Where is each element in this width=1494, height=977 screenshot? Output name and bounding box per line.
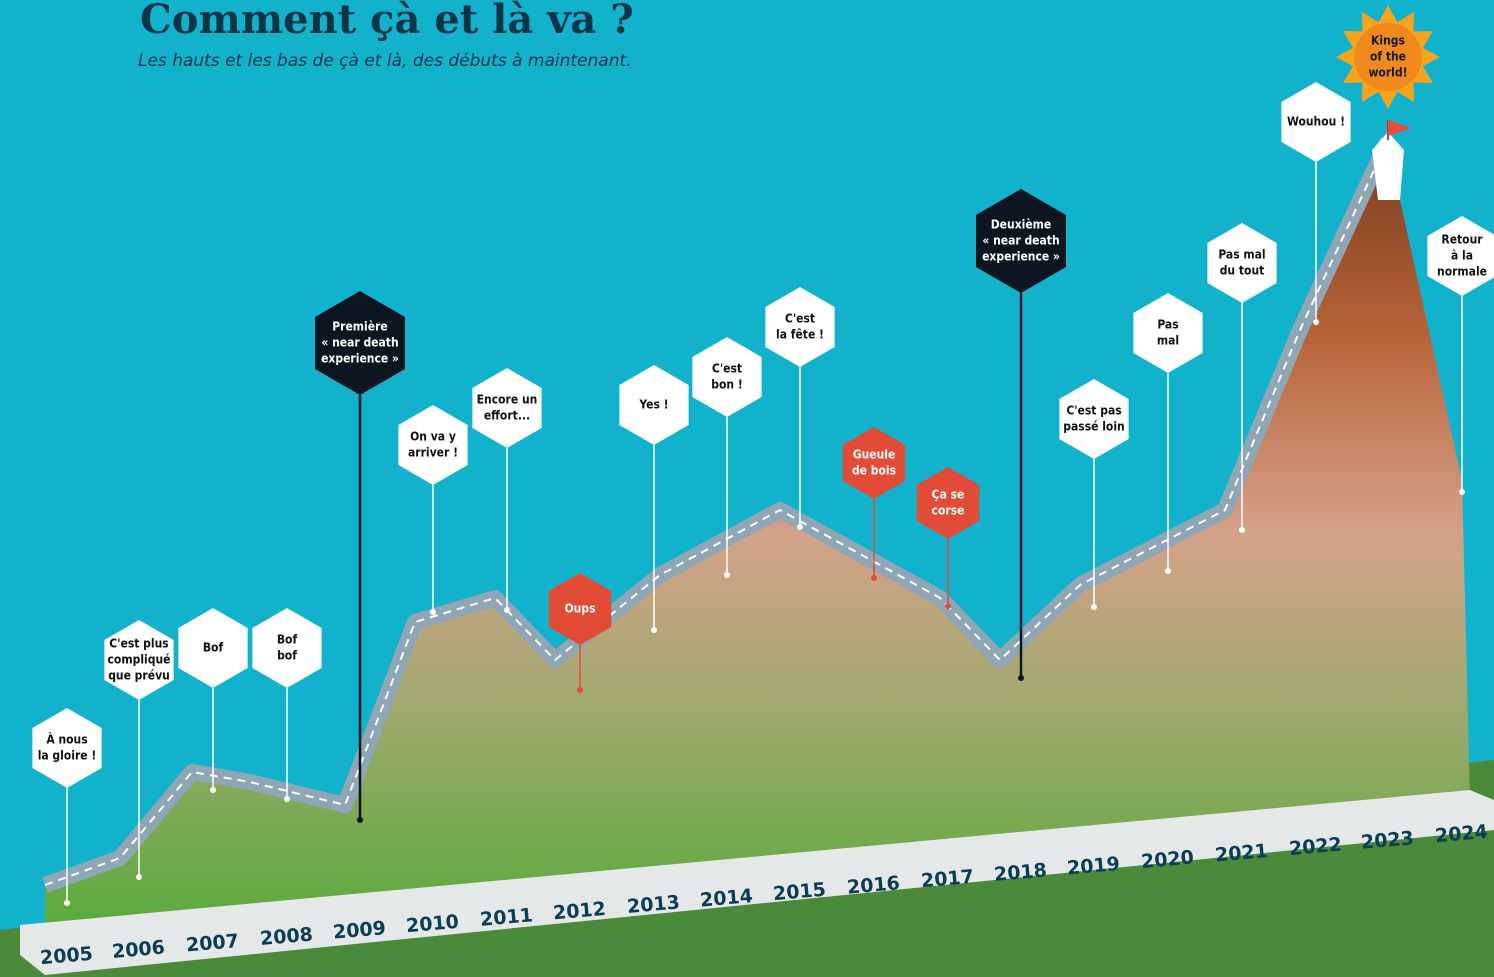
point — [871, 575, 877, 581]
milestone-label: Bof — [277, 633, 298, 647]
year-label: 2010 — [405, 911, 460, 938]
milestone-label: passé loin — [1063, 420, 1124, 434]
milestone-label: compliqué — [108, 653, 171, 667]
milestone-label: C'est plus — [109, 637, 168, 651]
milestone-label: Yes ! — [638, 398, 668, 412]
point — [1459, 489, 1465, 495]
milestone-label: Pas mal — [1218, 248, 1265, 262]
year-label: 2019 — [1066, 853, 1121, 880]
year-label: 2011 — [479, 904, 534, 931]
year-label: 2008 — [259, 924, 314, 951]
milestone-label: Deuxième — [991, 218, 1052, 232]
milestone-label: du tout — [1220, 264, 1265, 278]
point — [136, 874, 142, 880]
milestone-label: Bof — [203, 641, 224, 655]
milestone-label: C'est — [785, 312, 815, 326]
point — [945, 603, 951, 609]
milestone-label: On va y — [410, 430, 456, 444]
point — [64, 900, 70, 906]
year-label: 2016 — [846, 872, 901, 899]
point — [1313, 319, 1319, 325]
year-label: 2023 — [1360, 827, 1415, 854]
milestone-label: bof — [277, 649, 297, 663]
point — [284, 796, 290, 802]
milestone-label: Gueule — [853, 448, 896, 462]
year-label: 2020 — [1140, 846, 1195, 873]
milestone-label: normale — [1437, 265, 1487, 279]
year-label: 2021 — [1214, 840, 1269, 867]
subtitle: Les hauts et les bas de çà et là, des dé… — [138, 51, 632, 71]
milestone-label: corse — [932, 504, 965, 518]
milestone-label: Pas — [1157, 318, 1178, 332]
point — [504, 607, 510, 613]
milestone-label: world! — [1368, 66, 1407, 80]
year-label: 2017 — [920, 866, 975, 893]
point — [357, 817, 363, 823]
point — [724, 572, 730, 578]
title: Comment çà et là va ? — [140, 0, 634, 43]
milestone-label: Ça se — [932, 488, 965, 502]
milestone-label: Première — [332, 320, 387, 334]
milestone-label: effort... — [484, 409, 530, 423]
year-label: 2013 — [626, 891, 681, 918]
point — [577, 687, 583, 693]
milestone-label: que prévu — [108, 669, 170, 683]
point — [797, 524, 803, 530]
year-label: 2012 — [552, 898, 607, 925]
year-label: 2005 — [39, 943, 94, 970]
point — [1239, 527, 1245, 533]
milestone-label: Oups — [564, 602, 595, 616]
milestone-label: experience » — [321, 352, 399, 366]
milestone-label: de bois — [852, 464, 896, 478]
year-label: 2015 — [772, 879, 827, 906]
year-label: 2018 — [993, 859, 1048, 886]
milestone-label: Encore un — [477, 393, 538, 407]
point — [651, 627, 657, 633]
year-label: 2007 — [185, 930, 240, 957]
year-label: 2006 — [111, 936, 166, 963]
point — [210, 787, 216, 793]
milestone-label: la gloire ! — [38, 749, 97, 763]
milestone-label: bon ! — [711, 378, 743, 392]
point — [1165, 568, 1171, 574]
milestone-label: la fête ! — [776, 328, 824, 342]
milestone-label: « near death — [982, 234, 1059, 248]
milestone-label: of the — [1370, 50, 1406, 64]
year-label: 2009 — [332, 917, 387, 944]
point — [1091, 604, 1097, 610]
milestone-label: Kings — [1371, 34, 1405, 48]
milestone-label: « near death — [321, 336, 398, 350]
milestone-label: À nous — [46, 732, 87, 747]
milestone-label: C'est — [712, 362, 742, 376]
year-label: 2022 — [1288, 834, 1343, 861]
infographic: Comment çà et là va ? Les hauts et les b… — [0, 0, 1494, 977]
milestone-label: Retour — [1441, 233, 1483, 247]
point — [1018, 675, 1024, 681]
point — [430, 609, 436, 615]
milestone-label: C'est pas — [1066, 404, 1121, 418]
milestone-label: Wouhou ! — [1287, 115, 1345, 129]
milestone-label: arriver ! — [408, 446, 458, 460]
milestone-label: mal — [1157, 334, 1179, 348]
year-label: 2024 — [1434, 821, 1489, 848]
year-label: 2014 — [699, 885, 754, 912]
milestone-label: à la — [1451, 249, 1473, 263]
milestone-label: experience » — [982, 250, 1060, 264]
